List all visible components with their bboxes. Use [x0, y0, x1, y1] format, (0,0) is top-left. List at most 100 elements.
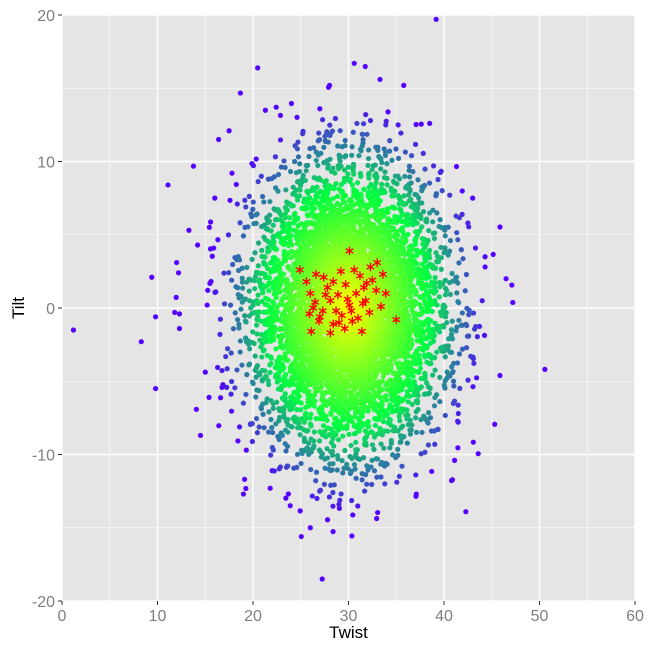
cloud-point [224, 384, 230, 390]
cloud-point [301, 245, 307, 251]
cloud-point [242, 313, 248, 319]
cloud-point [264, 396, 270, 402]
cloud-point [390, 370, 396, 376]
cloud-point [271, 337, 277, 343]
cloud-point [471, 360, 477, 366]
cloud-point [342, 137, 348, 144]
cloud-point [366, 147, 372, 153]
cloud-point [455, 402, 461, 408]
cloud-point [224, 366, 230, 372]
cloud-point [321, 160, 327, 166]
cloud-point [329, 448, 336, 455]
cloud-point [334, 467, 340, 473]
cloud-point [403, 412, 409, 418]
cloud-point [422, 352, 428, 358]
cloud-point [294, 216, 300, 222]
cloud-point [380, 418, 387, 425]
cloud-point [294, 146, 300, 152]
cloud-point [445, 252, 451, 258]
cloud-point [173, 294, 179, 300]
cloud-point [242, 296, 249, 302]
cloud-point [282, 164, 288, 171]
cloud-point [286, 215, 293, 221]
cloud-point [246, 288, 252, 294]
cloud-point [389, 396, 395, 402]
cloud-point [287, 168, 294, 175]
cloud-point [440, 303, 446, 309]
cloud-point [368, 464, 374, 470]
cloud-point [290, 203, 296, 209]
cloud-point [462, 288, 468, 294]
cloud-point [266, 248, 272, 254]
cloud-point [335, 143, 341, 149]
cloud-point [295, 139, 301, 145]
cloud-point [413, 398, 419, 404]
cloud-point [497, 372, 503, 379]
cloud-point [206, 224, 212, 230]
cloud-point [193, 406, 199, 412]
cloud-point [221, 270, 227, 276]
cloud-point [328, 426, 334, 432]
cloud-point [239, 362, 245, 368]
cloud-point [291, 212, 297, 218]
cloud-point [275, 171, 282, 178]
cloud-point [364, 481, 370, 487]
cloud-point [228, 391, 234, 397]
cloud-point [294, 197, 301, 203]
cloud-point [214, 364, 221, 371]
cloud-point [273, 246, 279, 252]
cloud-point [237, 338, 243, 344]
cloud-point [371, 446, 377, 452]
cloud-point [335, 166, 342, 172]
cloud-point [266, 275, 273, 281]
cloud-point [400, 233, 406, 240]
cloud-point [316, 130, 322, 136]
cloud-point [464, 305, 470, 311]
cloud-point [202, 369, 208, 375]
cloud-point [352, 228, 358, 234]
cloud-point [299, 416, 305, 422]
cloud-point [449, 364, 455, 370]
cloud-point [481, 332, 488, 338]
cloud-point [330, 503, 336, 509]
cloud-point [338, 491, 344, 497]
cloud-point [261, 425, 267, 431]
cloud-point [190, 163, 197, 169]
cloud-point [510, 299, 516, 306]
cloud-point [399, 212, 405, 218]
cloud-point [277, 289, 283, 295]
cloud-point [363, 205, 369, 211]
cloud-point [353, 451, 359, 457]
cloud-point [254, 331, 260, 337]
cloud-point [255, 178, 261, 185]
cloud-point [442, 292, 449, 298]
cloud-point [389, 157, 395, 163]
cloud-point [370, 382, 376, 388]
cloud-point [419, 188, 425, 194]
cloud-point [286, 228, 292, 235]
cloud-point [366, 175, 372, 181]
cloud-point [268, 416, 274, 423]
cloud-point [301, 364, 307, 370]
cloud-point [372, 415, 378, 422]
cloud-point [353, 439, 359, 445]
cloud-point [384, 161, 390, 167]
cloud-point [434, 302, 440, 308]
cloud-point [273, 346, 279, 352]
cloud-point [454, 230, 460, 236]
cloud-point [341, 373, 347, 379]
cloud-point [266, 409, 272, 415]
cloud-point [252, 274, 258, 280]
cloud-point [278, 430, 284, 436]
cloud-point [294, 451, 301, 457]
cloud-point [291, 219, 297, 225]
cloud-point [308, 411, 314, 417]
cloud-point [297, 407, 303, 413]
cloud-point [435, 176, 441, 183]
cloud-point [254, 430, 260, 436]
cloud-point [428, 288, 434, 295]
cloud-point [237, 349, 243, 355]
cloud-point [470, 310, 477, 316]
cloud-point [396, 473, 402, 479]
cloud-point [280, 333, 286, 340]
